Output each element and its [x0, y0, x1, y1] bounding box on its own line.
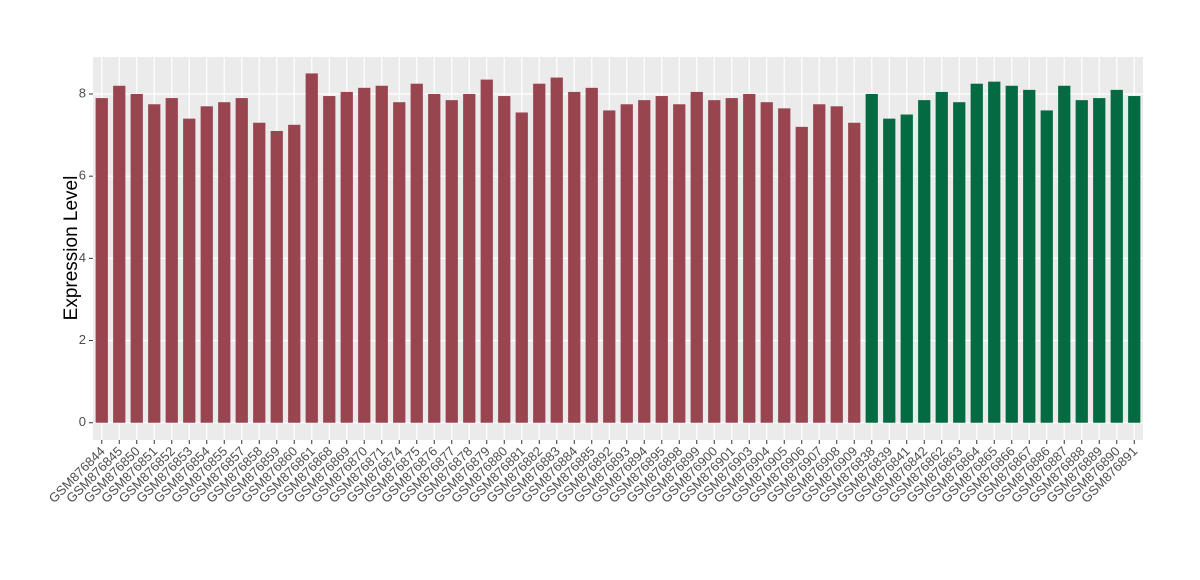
- bar: [865, 93, 878, 423]
- bar: [550, 77, 563, 423]
- bar: [130, 93, 143, 423]
- bar: [200, 106, 213, 423]
- y-tick-label: 8: [79, 85, 86, 100]
- bar: [1040, 110, 1053, 423]
- bar: [375, 85, 388, 423]
- bar: [725, 98, 738, 423]
- bar: [305, 73, 318, 423]
- bar: [883, 118, 896, 423]
- bar: [393, 102, 406, 423]
- y-axis-title: Expression Level: [61, 176, 82, 321]
- bar: [515, 112, 528, 423]
- bar: [1093, 98, 1106, 423]
- bar: [795, 126, 808, 423]
- bar: [638, 100, 651, 423]
- bar: [690, 91, 703, 423]
- bar: [183, 118, 196, 423]
- bar: [953, 102, 966, 423]
- y-tick-label: 2: [79, 332, 86, 347]
- bar: [270, 130, 283, 423]
- bar: [830, 106, 843, 423]
- bar: [673, 104, 686, 423]
- bar: [288, 124, 301, 423]
- bar: [95, 98, 108, 423]
- bar: [988, 81, 1001, 423]
- bar: [778, 108, 791, 423]
- bar: [533, 83, 546, 423]
- y-tick-label: 4: [79, 250, 86, 265]
- bar: [1110, 89, 1123, 423]
- bar: [463, 93, 476, 423]
- bar: [235, 98, 248, 423]
- bar: [428, 93, 441, 423]
- bar: [918, 100, 931, 423]
- bar: [1128, 96, 1141, 423]
- bar: [1075, 100, 1088, 423]
- bar: [148, 104, 161, 423]
- bar: [323, 96, 336, 423]
- bar: [620, 104, 633, 423]
- bar: [113, 85, 126, 423]
- bar: [165, 98, 178, 423]
- bar: [655, 96, 668, 423]
- bar: [848, 122, 861, 423]
- bar: [358, 87, 371, 423]
- bar: [813, 104, 826, 423]
- bar: [743, 93, 756, 423]
- bar: [218, 102, 231, 423]
- bar: [498, 96, 511, 423]
- bar: [1023, 89, 1036, 423]
- bar: [970, 83, 983, 423]
- bar: [340, 91, 353, 423]
- bar: [760, 102, 773, 423]
- bar: [480, 79, 493, 423]
- bar: [1005, 85, 1018, 423]
- y-tick-label: 6: [79, 168, 86, 183]
- bar: [935, 91, 948, 423]
- bar: [708, 100, 721, 423]
- bar: [603, 110, 616, 423]
- y-tick-label: 0: [79, 414, 86, 429]
- bar: [410, 83, 423, 423]
- bar: [900, 114, 913, 423]
- bar: [253, 122, 266, 423]
- bar: [568, 91, 581, 423]
- bar: [1058, 85, 1071, 423]
- bar: [445, 100, 458, 423]
- bar: [585, 87, 598, 423]
- plot-panel: [93, 57, 1143, 440]
